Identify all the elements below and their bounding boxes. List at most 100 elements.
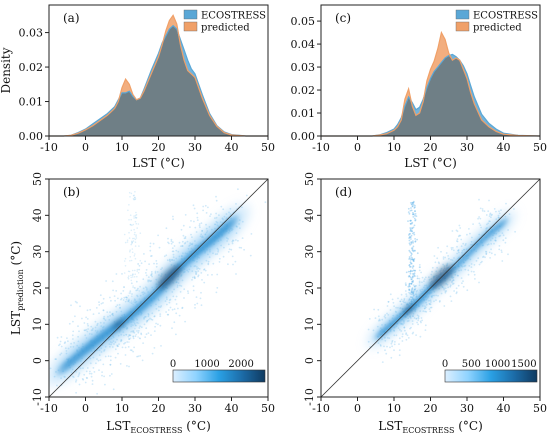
scatter-point [63, 342, 66, 345]
scatter-point [499, 234, 502, 237]
scatter-point [409, 259, 412, 261]
scatter-point [173, 245, 176, 247]
scatter-point [462, 242, 465, 245]
scatter-point [446, 245, 449, 248]
scatter-point [461, 282, 463, 285]
scatter-point [141, 359, 144, 362]
scatter-point [413, 274, 416, 277]
scatter-point [116, 338, 118, 341]
scatter-point [71, 334, 74, 337]
scatter-point [79, 398, 81, 400]
x-tick-label: 10 [387, 141, 401, 154]
scatter-point [157, 323, 159, 326]
scatter-point [151, 319, 154, 321]
scatter-point [470, 266, 473, 268]
legend-swatch-ecostress [183, 9, 198, 20]
scatter-point [202, 209, 205, 212]
scatter-point [455, 287, 458, 290]
scatter-point [231, 242, 234, 245]
scatter-point [144, 316, 146, 318]
scatter-point [493, 242, 495, 245]
scatter-point [415, 215, 418, 218]
scatter-point [129, 223, 132, 226]
scatter-point [148, 279, 151, 282]
scatter-point [89, 370, 91, 373]
scatter-point [138, 290, 141, 292]
scatter-point [412, 293, 414, 295]
scatter-point [413, 213, 415, 216]
scatter-point [66, 337, 68, 339]
scatter-point [139, 259, 142, 262]
scatter-point [410, 262, 413, 265]
scatter-point [207, 260, 210, 263]
scatter-point [425, 298, 428, 301]
scatter-point [80, 360, 82, 363]
scatter-point [86, 323, 89, 325]
scatter-point [79, 305, 81, 308]
scatter-point [413, 258, 416, 260]
scatter-point [393, 343, 396, 346]
scatter-point [440, 292, 443, 295]
scatter-point [181, 255, 183, 258]
scatter-point [490, 243, 493, 245]
scatter-point [94, 320, 97, 323]
scatter-point [479, 224, 482, 227]
scatter-point [147, 291, 150, 293]
scatter-point [124, 325, 127, 328]
scatter-point [142, 278, 145, 281]
scatter-point [127, 278, 130, 280]
scatter-point [457, 251, 460, 254]
scatter-point [91, 329, 94, 331]
scatter-point [400, 323, 403, 326]
scatter-point [199, 235, 202, 238]
scatter-point [411, 205, 414, 208]
scatter-point [141, 291, 144, 294]
scatter-point [485, 253, 488, 255]
colorbar-gradient [172, 369, 266, 383]
scatter-point [109, 374, 111, 377]
x-label-unit: (°C) [182, 419, 210, 433]
scatter-point [204, 233, 207, 236]
scatter-point [206, 274, 209, 276]
scatter-point [128, 338, 131, 340]
scatter-point [250, 233, 253, 235]
scatter-point [186, 240, 189, 243]
scatter-point [172, 250, 175, 253]
scatter-point [395, 325, 398, 328]
scatter-point [410, 247, 413, 250]
scatter-point [210, 213, 212, 216]
scatter-point [385, 352, 388, 355]
scatter-point [173, 288, 176, 291]
scatter-point [414, 204, 416, 207]
scatter-point [124, 257, 127, 260]
scatter-point [413, 272, 416, 275]
scatter-point [409, 230, 412, 232]
panel-b-scatter-density: -10 0 10 20 30 40 50-1001020304050LSTECOSTRESS… [9, 172, 275, 435]
scatter-point [199, 297, 202, 300]
scatter-point [218, 214, 220, 217]
scatter-point [134, 241, 137, 243]
scatter-point [455, 292, 458, 295]
scatter-point [146, 288, 148, 291]
x-axis-label: LST (°C) [132, 156, 185, 170]
scatter-point [223, 246, 225, 249]
scatter-point [209, 249, 211, 251]
scatter-point [205, 231, 208, 234]
scatter-point [134, 245, 137, 247]
scatter-point [75, 379, 78, 381]
scatter-point [134, 198, 136, 201]
scatter-point [226, 240, 229, 242]
scatter-point [149, 242, 152, 245]
scatter-point [442, 256, 445, 258]
scatter-point [107, 338, 110, 341]
scatter-point [129, 290, 132, 293]
scatter-point [56, 336, 59, 339]
scatter-point [172, 215, 174, 218]
scatter-point [154, 270, 157, 273]
scatter-point [413, 224, 416, 227]
scatter-point [379, 327, 382, 329]
x-tick-label: -10 [312, 141, 330, 154]
scatter-point [447, 286, 450, 289]
scatter-point [384, 316, 387, 319]
scatter-point [63, 400, 65, 402]
